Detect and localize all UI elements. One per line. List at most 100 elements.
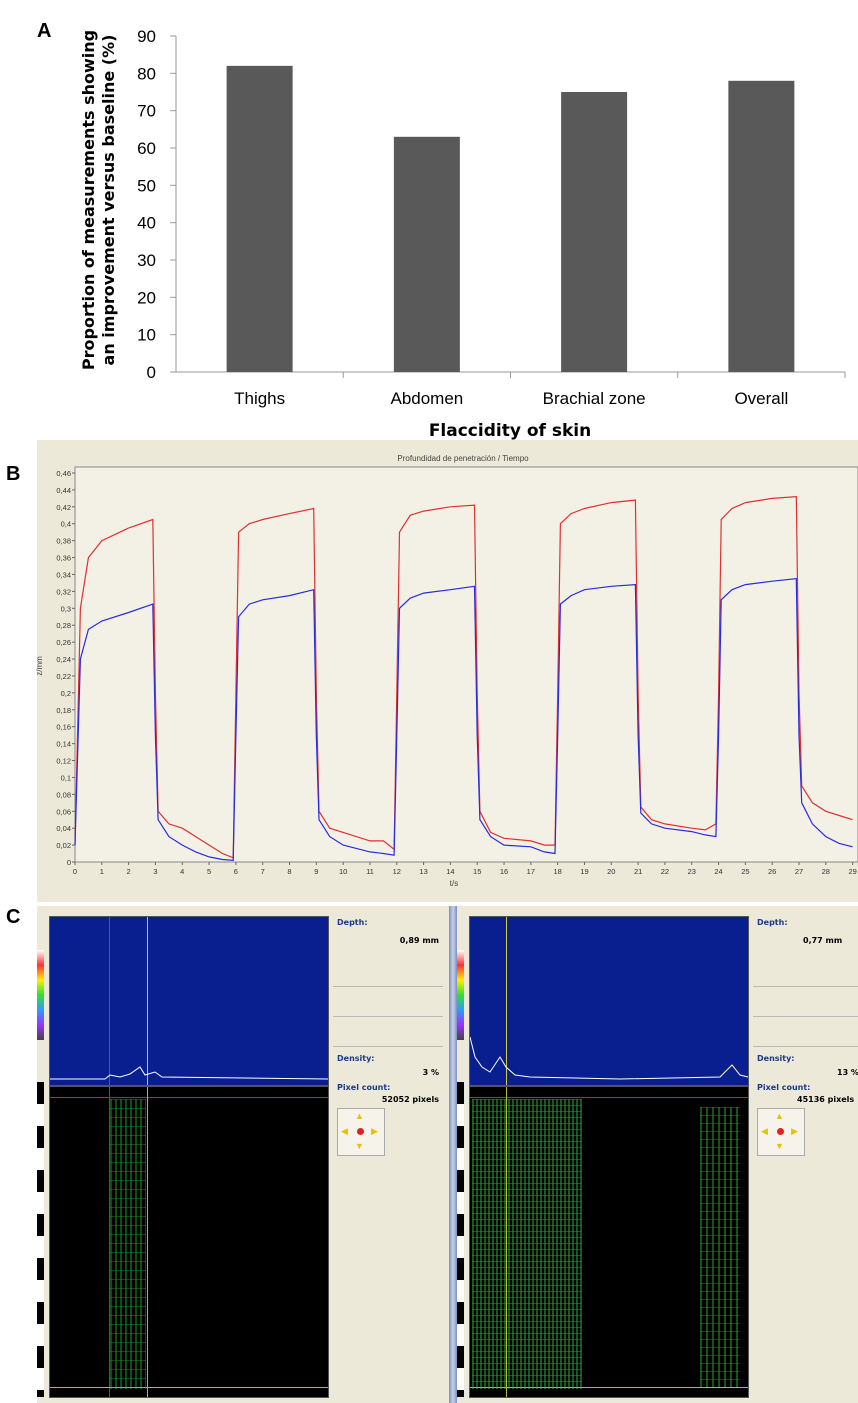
- density-label: Density:: [337, 1054, 375, 1063]
- y-tick-label: 0,14: [56, 740, 71, 749]
- x-tick-label: 18: [553, 867, 561, 876]
- x-tick-label: 14: [446, 867, 454, 876]
- depth-line-yellow: [506, 917, 507, 1085]
- x-tick-label: 4: [180, 867, 184, 876]
- arrow-down-icon[interactable]: ▼: [775, 1141, 784, 1151]
- y-tick-label: 0,24: [56, 655, 71, 664]
- arrow-left-icon[interactable]: ◀: [341, 1126, 348, 1136]
- y-tick-label: 0,44: [56, 486, 71, 495]
- arrow-down-icon[interactable]: ▼: [355, 1141, 364, 1151]
- y-axis-label: z/mm: [35, 656, 44, 676]
- x-tick-label: 23: [688, 867, 696, 876]
- x-tick-label: 21: [634, 867, 642, 876]
- x-axis-label: t/s: [450, 879, 458, 888]
- navigation-pad[interactable]: ▲ ◀ ▶ ▼: [757, 1108, 805, 1156]
- depth-label: Depth:: [757, 918, 788, 927]
- x-tick-label: 24: [714, 867, 722, 876]
- arrow-right-icon[interactable]: ▶: [791, 1126, 798, 1136]
- arrow-up-icon[interactable]: ▲: [775, 1111, 784, 1121]
- navigation-pad[interactable]: ▲ ◀ ▶ ▼: [337, 1108, 385, 1156]
- bar: [728, 80, 795, 373]
- y-tick-label: 0,16: [56, 723, 71, 732]
- tick-bar: [457, 1082, 464, 1397]
- echo-speckle: [472, 1099, 582, 1389]
- x-tick-label: 12: [393, 867, 401, 876]
- scan-line-red-h: [470, 1097, 748, 1098]
- info-panel: Depth: 0,89 mm Density: 3 % Pixel count:…: [333, 916, 443, 1396]
- y-tick-label: 50: [137, 176, 156, 195]
- y-tick-label: 0,1: [61, 773, 71, 782]
- depth-line-red: [109, 917, 110, 1085]
- y-tick-label: 0,08: [56, 790, 71, 799]
- line-chart: Profundidad de penetración / Tiempo z/mm…: [35, 454, 858, 888]
- series-line-red: [74, 496, 853, 859]
- arrow-right-icon[interactable]: ▶: [371, 1126, 378, 1136]
- y-tick-label: 0,22: [56, 672, 71, 681]
- divider: [753, 1046, 858, 1047]
- b-scan-image: [469, 1086, 749, 1398]
- y-tick-label: 0,2: [61, 689, 71, 698]
- divider: [333, 1016, 443, 1017]
- plot-area: [74, 466, 858, 863]
- y-tick-label: 0,06: [56, 807, 71, 816]
- x-tick-label: Thighs: [234, 389, 285, 408]
- depth-value: 0,89 mm: [399, 936, 439, 945]
- x-tick-label: 28: [822, 867, 830, 876]
- scan-line-red-h: [50, 1097, 328, 1098]
- arrow-up-icon[interactable]: ▲: [355, 1111, 364, 1121]
- y-tick-label: 90: [137, 27, 156, 46]
- a-scan-plot: [469, 916, 749, 1086]
- y-tick-label: 0,28: [56, 621, 71, 630]
- y-axis-title: Proportion of measurements showing an im…: [79, 30, 118, 370]
- x-tick-label: 0: [73, 867, 77, 876]
- center-dot-icon[interactable]: [777, 1128, 784, 1135]
- x-tick-label: 7: [261, 867, 265, 876]
- depth-label: Depth:: [337, 918, 368, 927]
- screen-divider: [449, 906, 457, 1403]
- y-tick-label: 0,42: [56, 503, 71, 512]
- pixel-count-value: 52052 pixels: [381, 1095, 439, 1104]
- divider: [753, 1016, 858, 1017]
- x-tick-label: 1: [100, 867, 104, 876]
- y-tick-label: 0,32: [56, 587, 71, 596]
- density-value: 3 %: [422, 1068, 439, 1077]
- pixel-count-label: Pixel count:: [757, 1083, 811, 1092]
- plot-title: Profundidad de penetración / Tiempo: [397, 454, 529, 463]
- color-scale-bar: [37, 950, 44, 1040]
- panel-a-letter: A: [37, 20, 52, 42]
- divider: [753, 986, 858, 987]
- x-tick-label: Brachial zone: [543, 389, 646, 408]
- x-tick-label: 10: [339, 867, 347, 876]
- y-tick-label: 0: [147, 363, 156, 382]
- x-tick-label: 29: [848, 867, 856, 876]
- scan-line-yellow-h: [50, 1387, 328, 1388]
- x-tick-label: 3: [153, 867, 157, 876]
- a-scan-plot: [49, 916, 329, 1086]
- y-tick-label: 30: [137, 251, 156, 270]
- y-axis-title-line-1: Proportion of measurements showing: [79, 30, 98, 370]
- y-tick-label: 0,04: [56, 824, 71, 833]
- arrow-left-icon[interactable]: ◀: [761, 1126, 768, 1136]
- pixel-count-label: Pixel count:: [337, 1083, 391, 1092]
- y-tick-label: 0,38: [56, 537, 71, 546]
- bar: [226, 65, 293, 372]
- center-dot-icon[interactable]: [357, 1128, 364, 1135]
- bar-chart: Proportion of measurements showing an im…: [79, 27, 846, 440]
- x-tick-label: Abdomen: [390, 389, 463, 408]
- b-scan-image: [49, 1086, 329, 1398]
- scan-line-yellow-v: [506, 1087, 507, 1397]
- y-tick-label: 0: [67, 858, 71, 867]
- divider: [333, 1046, 443, 1047]
- bar: [561, 92, 628, 372]
- scan-line-red-v: [109, 1087, 110, 1397]
- x-tick-label: 11: [366, 867, 374, 876]
- y-tick-label: 10: [137, 326, 156, 345]
- tick-bar: [37, 1082, 44, 1397]
- density-label: Density:: [757, 1054, 795, 1063]
- y-tick-label: 0,34: [56, 570, 71, 579]
- color-scale-bar: [457, 950, 464, 1040]
- y-tick-label: 70: [137, 102, 156, 121]
- x-tick-label: 27: [795, 867, 803, 876]
- panel-c: Depth: 0,89 mm Density: 3 % Pixel count:…: [37, 906, 858, 1403]
- y-tick-label: 0,02: [56, 841, 71, 850]
